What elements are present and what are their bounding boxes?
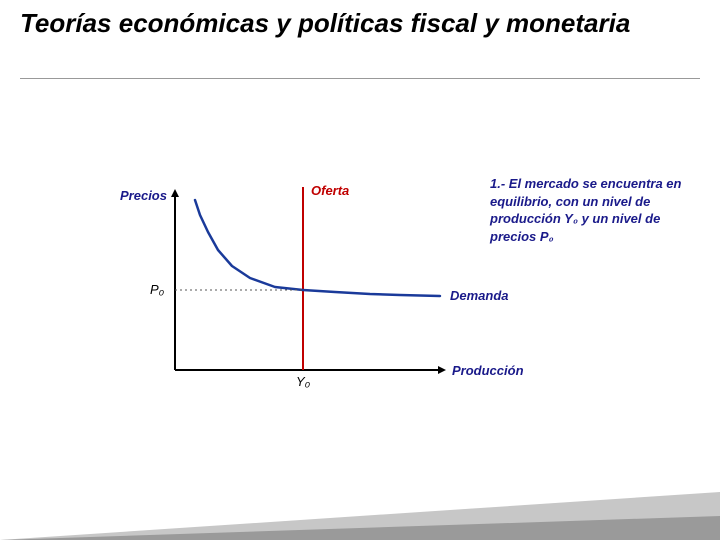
caption-text: 1.- El mercado se encuentra en equilibri… xyxy=(490,175,710,245)
x-axis-label: Producción xyxy=(452,363,524,378)
supply-label: Oferta xyxy=(311,183,349,198)
decorative-wedge-dark xyxy=(0,516,720,540)
y0-label: Y₀ xyxy=(296,374,310,389)
slide: Teorías económicas y políticas fiscal y … xyxy=(0,0,720,540)
y-axis-label: Precios xyxy=(120,188,167,203)
p0-label: P₀ xyxy=(150,282,164,297)
demand-label: Demanda xyxy=(450,288,509,303)
supply-demand-chart xyxy=(0,0,720,540)
